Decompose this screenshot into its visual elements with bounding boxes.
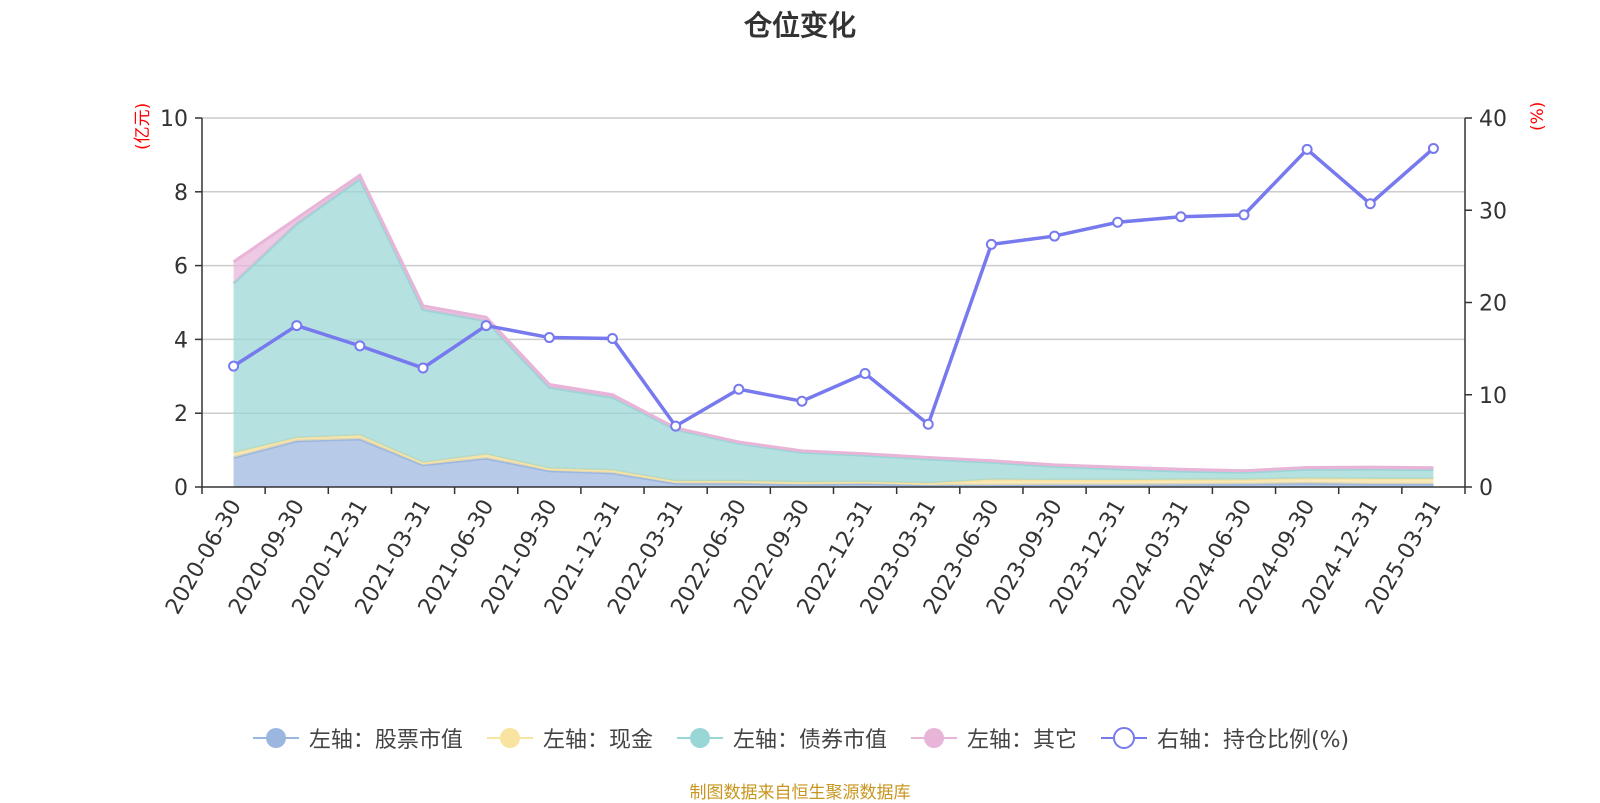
ratio-point	[291, 320, 303, 332]
ratio-point	[733, 383, 745, 395]
ratio-point	[1364, 198, 1376, 210]
right-tick-label: 20	[1479, 292, 1507, 317]
left-tick-label: 10	[160, 107, 188, 132]
left-tick-label: 0	[174, 476, 188, 501]
legend-item[interactable]: 左轴：股票市值	[251, 722, 463, 754]
ratio-point	[670, 420, 682, 432]
left-tick-label: 6	[174, 255, 188, 280]
left-tick-label: 8	[174, 181, 188, 206]
right-tick-label: 40	[1479, 107, 1507, 132]
legend-item[interactable]: 左轴：其它	[909, 722, 1077, 754]
legend-label: 左轴：股票市值	[308, 728, 463, 753]
area-series-3	[233, 178, 1434, 484]
ratio-point	[1175, 211, 1187, 223]
chart-legend: 左轴：股票市值 左轴：现金 左轴：债券市值 左轴：其它 右轴：持仓比例(%)	[0, 722, 1600, 754]
right-tick-label: 0	[1479, 476, 1493, 501]
right-tick-label: 10	[1479, 384, 1507, 409]
legend-label: 左轴：其它	[966, 728, 1077, 753]
legend-marker-icon	[676, 728, 723, 748]
legend-label: 左轴：现金	[542, 728, 653, 753]
ratio-point	[354, 340, 366, 352]
ratio-point	[1238, 209, 1250, 221]
ratio-point	[417, 362, 429, 374]
ratio-point	[1427, 142, 1439, 154]
ratio-point	[543, 332, 555, 344]
ratio-point	[1112, 216, 1124, 228]
ratio-point	[480, 320, 492, 332]
legend-marker-icon	[252, 728, 299, 748]
chart-title: 仓位变化	[743, 9, 856, 42]
ratio-point	[796, 395, 808, 407]
left-tick-label: 4	[174, 328, 188, 353]
ratio-point	[859, 368, 871, 380]
ratio-line	[232, 146, 1435, 429]
legend-item[interactable]: 左轴：现金	[485, 722, 653, 754]
legend-label: 右轴：持仓比例(%)	[1156, 728, 1350, 753]
ratio-point	[985, 238, 997, 250]
ratio-point	[606, 332, 618, 344]
area-line-series-4	[232, 172, 1434, 473]
ratio-point	[228, 360, 240, 372]
ratio-point	[1301, 143, 1313, 155]
left-tick-label: 2	[174, 402, 188, 427]
legend-label: 左轴：债券市值	[732, 728, 887, 753]
legend-marker-icon	[486, 728, 533, 748]
area-series-1	[233, 439, 1434, 487]
position-change-chart: 02468100102030402020-06-302020-09-302020…	[160, 107, 1507, 619]
legend-marker-icon	[1100, 727, 1147, 749]
area-series-2	[233, 435, 1434, 486]
legend-item[interactable]: 左轴：债券市值	[675, 722, 887, 754]
legend-marker-icon	[910, 728, 957, 748]
ratio-point	[1049, 230, 1061, 242]
source-note: 制图数据来自恒生聚源数据库	[689, 783, 911, 803]
right-tick-label: 30	[1479, 199, 1507, 224]
ratio-point	[922, 418, 934, 430]
legend-item[interactable]: 右轴：持仓比例(%)	[1099, 722, 1349, 754]
